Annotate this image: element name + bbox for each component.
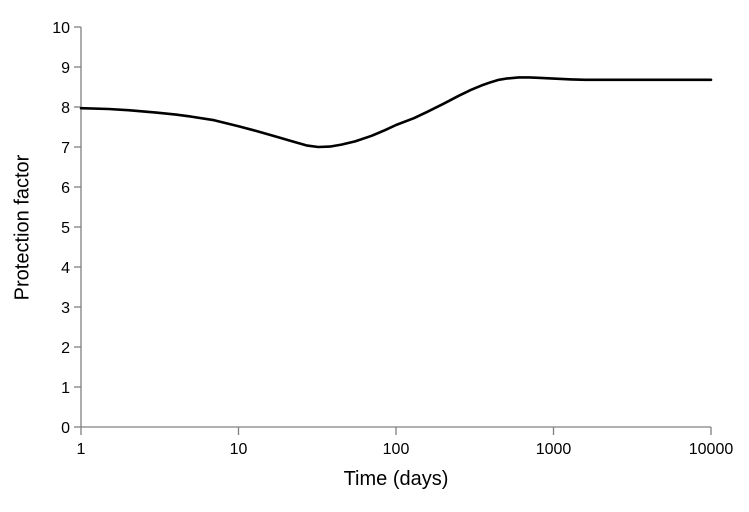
y-tick-label: 8 [61, 100, 70, 117]
x-tick-label: 10 [230, 441, 248, 458]
y-tick-label: 6 [61, 180, 70, 197]
x-tick-label: 10000 [689, 441, 734, 458]
series-line-protection-factor [79, 76, 713, 149]
y-tick-label: 9 [61, 60, 70, 77]
y-tick-label: 4 [61, 260, 70, 277]
y-tick-label: 7 [61, 140, 70, 157]
x-tick-label: 100 [383, 441, 410, 458]
y-tick-label: 5 [61, 220, 70, 237]
x-tick-label: 1 [77, 441, 86, 458]
y-axis-title-box: Protection factor [8, 27, 38, 427]
y-tick-label: 2 [61, 340, 70, 357]
x-tick-label: 1000 [536, 441, 572, 458]
y-axis-title: Protection factor [11, 154, 34, 300]
y-tick-label: 3 [61, 300, 70, 317]
x-axis-title: Time (days) [343, 468, 449, 490]
y-tick-label: 1 [61, 380, 70, 397]
y-tick-label: 10 [52, 20, 70, 37]
axes-layer [74, 26, 712, 435]
y-tick-label: 0 [61, 420, 70, 437]
